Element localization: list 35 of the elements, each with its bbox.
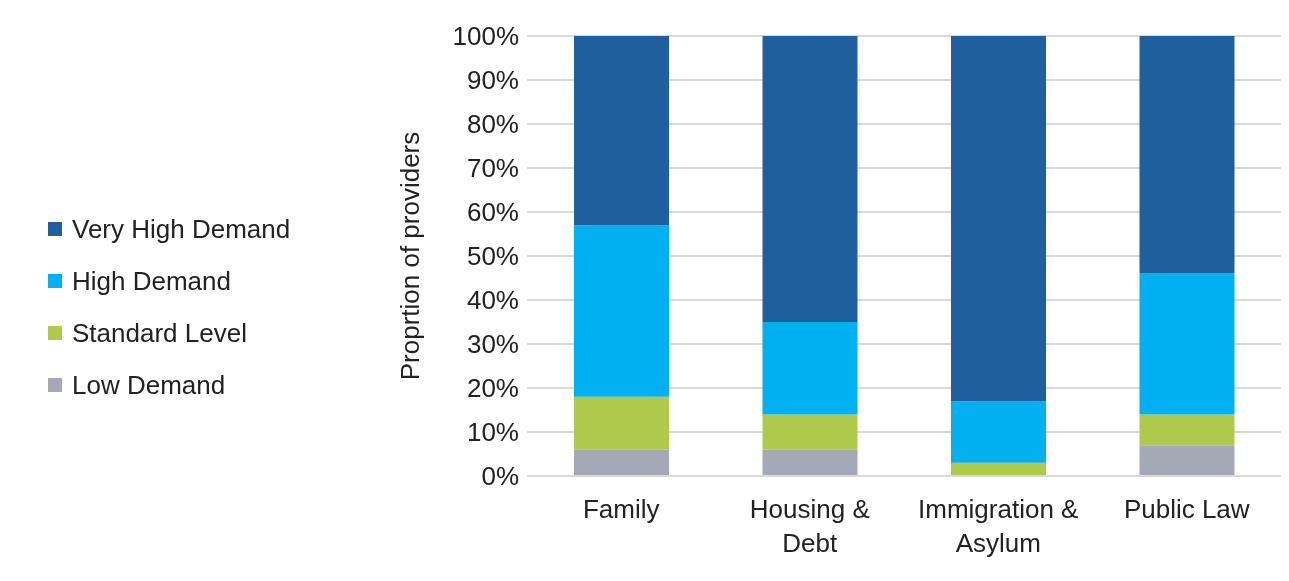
bar [762,414,858,450]
legend-label: High Demand [72,265,231,297]
y-axis-title: Proprtion of providers [395,131,426,381]
bar [1139,414,1235,446]
bar [762,449,858,476]
y-tick-label: 60% [466,197,519,228]
legend-label: Low Demand [72,369,226,401]
bar [951,462,1046,476]
bar [1139,36,1235,274]
y-tick-label: 20% [466,373,519,404]
bar [1139,273,1235,415]
bar [951,36,1046,402]
y-tick-label: 30% [466,329,519,360]
y-tick-label: 70% [466,153,519,184]
bar [762,322,858,415]
bar [574,396,669,450]
legend-label: Standard Level [72,317,247,349]
legend-label: Very High Demand [72,213,291,245]
x-tick-label: Housing & Debt [749,494,870,558]
y-tick-label: 90% [466,65,519,96]
bar [762,36,858,322]
x-tick-label: Immigration & Asylum [918,494,1079,558]
y-tick-label: 50% [466,241,519,272]
x-tick-label: Family [582,494,660,524]
bar [1139,445,1235,476]
bar [574,225,669,397]
bar [574,449,669,476]
bar [574,36,669,226]
y-tick-label: 100% [452,21,519,52]
y-tick-label: 0% [481,461,519,492]
y-tick-label: 40% [466,285,519,316]
y-tick-label: 10% [466,417,519,448]
bar [951,401,1046,463]
x-tick-label: Public Law [1123,494,1250,524]
y-tick-label: 80% [466,109,519,140]
